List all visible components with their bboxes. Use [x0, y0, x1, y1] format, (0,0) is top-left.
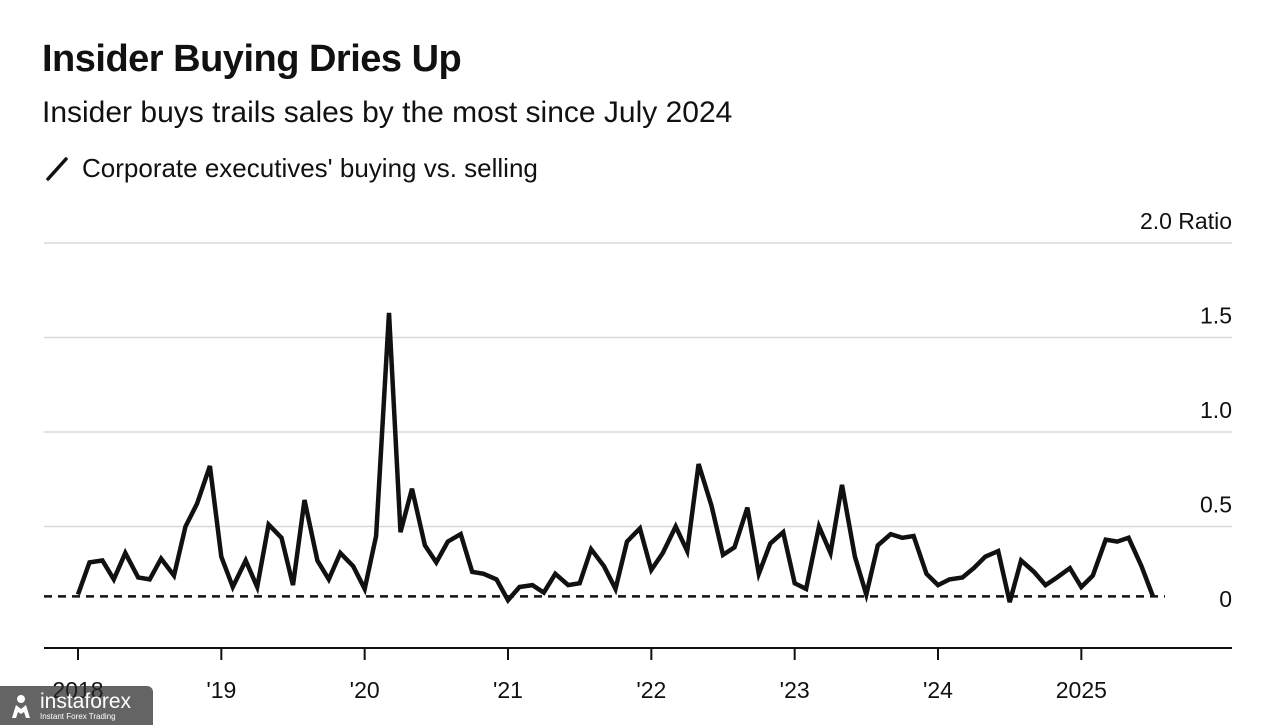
- x-tick-label: '22: [636, 677, 666, 703]
- x-tick-label: '24: [923, 677, 953, 703]
- instaforex-logo-icon: [12, 694, 30, 718]
- chart-subtitle: Insider buys trails sales by the most si…: [42, 96, 733, 129]
- legend-label: Corporate executives' buying vs. selling: [82, 153, 538, 183]
- y-tick-label: 2.0 Ratio: [1140, 208, 1232, 234]
- y-tick-label: 0: [1219, 586, 1232, 612]
- y-tick-label: 1.5: [1200, 303, 1232, 329]
- legend: Corporate executives' buying vs. selling: [44, 153, 538, 184]
- x-tick-label: '20: [350, 677, 380, 703]
- y-tick-label: 0.5: [1200, 492, 1232, 518]
- x-tick-label: 2025: [1056, 677, 1107, 703]
- chart-title: Insider Buying Dries Up: [42, 38, 462, 80]
- x-tick-label: '23: [780, 677, 810, 703]
- y-tick-label: 1.0: [1200, 397, 1232, 423]
- x-tick-label: '21: [493, 677, 523, 703]
- legend-line-icon: [46, 156, 68, 181]
- instaforex-watermark: instaforex Instant Forex Trading: [0, 686, 153, 725]
- watermark-tagline: Instant Forex Trading: [40, 711, 116, 721]
- series-line: [75, 312, 1156, 605]
- x-tick-label: '19: [206, 677, 236, 703]
- watermark-brand: instaforex: [40, 689, 132, 713]
